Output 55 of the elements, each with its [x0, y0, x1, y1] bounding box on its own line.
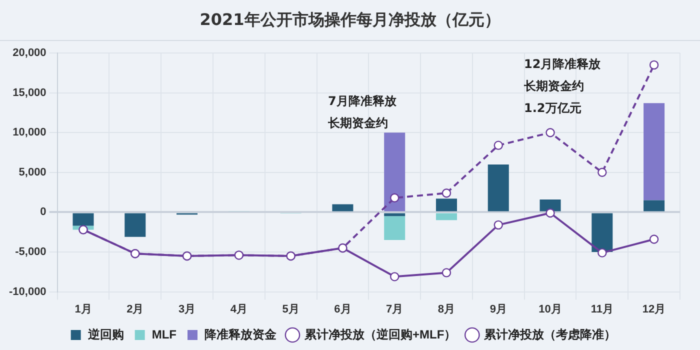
bar — [592, 213, 613, 252]
point — [442, 268, 452, 278]
x-tick-label: 9月 — [490, 303, 507, 316]
chart-title: 2021年公开市场操作每月净投放（亿元） — [0, 0, 700, 41]
x-tick-label: 11月 — [590, 303, 614, 316]
bar — [332, 204, 354, 212]
legend-label: 降准释放资金 — [204, 327, 278, 342]
x-tick-label: 8月 — [438, 303, 456, 316]
point — [546, 128, 555, 138]
annotation: 7月降准释放 — [328, 93, 396, 110]
point — [390, 193, 400, 202]
point — [442, 188, 452, 198]
point — [649, 234, 659, 244]
point — [598, 168, 607, 177]
bar — [384, 132, 406, 212]
point — [494, 140, 503, 150]
x-tick-label: 6月 — [334, 303, 352, 316]
bar — [644, 200, 665, 212]
y-tick-label: 20,000 — [12, 47, 46, 60]
point — [390, 272, 400, 282]
annotation: 1.2万亿元 — [524, 100, 582, 117]
bar — [488, 164, 509, 212]
y-tick-label: -10,000 — [8, 286, 46, 298]
point — [649, 60, 659, 70]
y-tick-label: 10,000 — [12, 126, 46, 139]
point — [494, 220, 503, 230]
annotation: 长期资金约 — [524, 78, 584, 95]
x-tick-label: 12月 — [642, 303, 666, 316]
bar — [384, 216, 406, 240]
bar — [124, 213, 146, 237]
x-tick-label: 10月 — [538, 303, 562, 316]
bar — [72, 213, 94, 226]
bar — [540, 199, 561, 212]
y-tick-label: 0 — [40, 206, 46, 218]
y-tick-label: 5,000 — [18, 166, 46, 178]
legend-label: 累计净投放（逆回购+MLF） — [303, 327, 456, 342]
bar — [384, 213, 406, 216]
annotation: 长期资金约 — [328, 115, 388, 132]
x-tick-label: 3月 — [178, 303, 196, 316]
bar — [644, 103, 665, 200]
annotation: 12月降准释放 — [524, 56, 601, 73]
legend-label: 逆回购 — [86, 327, 124, 342]
x-tick-label: 1月 — [74, 303, 92, 316]
bar — [436, 213, 457, 220]
y-tick-label: 15,000 — [12, 86, 46, 99]
x-tick-label: 7月 — [386, 303, 404, 316]
y-tick-label: -5,000 — [15, 246, 46, 258]
legend-label: MLF — [152, 327, 176, 342]
bar — [436, 198, 457, 212]
point — [598, 248, 607, 258]
x-tick-label: 2月 — [126, 303, 144, 316]
x-tick-label: 4月 — [230, 303, 248, 316]
x-tick-label: 5月 — [282, 303, 300, 316]
point — [546, 208, 555, 218]
legend-label: 累计净投放（考虑降准） — [483, 327, 616, 342]
